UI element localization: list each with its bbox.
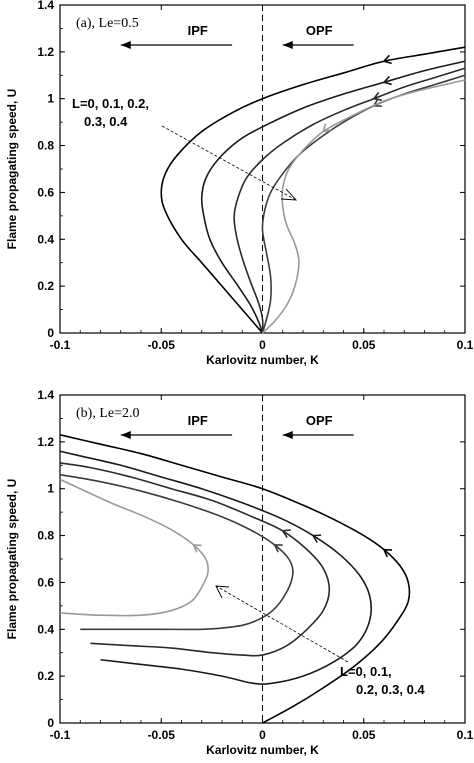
y-tick-label: 0.8 [37,139,54,153]
x-tick-label: -0.05 [148,728,176,742]
annotation-line-2: 0.2, 0.3, 0.4 [356,682,425,697]
y-tick-label: 0.6 [37,185,54,199]
x-tick-label: -0.05 [148,338,176,352]
y-tick-label: 0.6 [37,575,54,589]
series-line-3 [59,473,294,631]
series-line-1 [200,60,466,334]
series-direction-arrow-2 [281,529,291,538]
ipf-label: IPF [188,23,208,38]
series-direction-arrow-2 [372,91,382,101]
series-line-4 [59,478,209,617]
series-line-0 [160,46,466,334]
opf-arrow-head [282,41,293,49]
y-tick-label: 0.2 [37,279,54,293]
x-tick-label: 0 [259,338,266,352]
series-line-1 [59,450,373,685]
x-tick-label: 0.1 [457,728,474,742]
x-tick-label: 0.05 [352,728,376,742]
series-direction-arrow-1 [382,75,392,86]
y-tick-label: 0 [47,326,54,340]
x-tick-label: 0.1 [457,338,474,352]
y-tick-label: 0.8 [37,529,54,543]
panel-label: (b), Le=2.0 [76,406,140,421]
y-tick-label: 0.2 [37,669,54,683]
y-tick-label: 0 [47,716,54,730]
chart-panel-b: -0.1 -0.05 0 0.05 0.1 0 0.2 0.4 0.6 0.8 1 1.2 1.4 Kar… [5,388,474,757]
x-axis-label: Karlovitz number, K [206,743,319,757]
y-tick-label: 1.2 [37,45,54,59]
y-tick-label: 1.4 [37,388,54,402]
y-axis-label: Flame propagating speed, U [5,479,19,640]
ipf-arrow-head [120,431,131,439]
y-tick-label: 0.4 [37,622,54,636]
x-tick-label: -0.1 [50,728,71,742]
panel-label: (a), Le=0.5 [76,16,139,31]
series-line-2 [233,67,466,334]
x-tick-label: 0 [259,728,266,742]
y-tick-label: 1 [47,92,54,106]
x-axis-label: Karlovitz number, K [206,353,319,367]
y-tick-label: 1.2 [37,435,54,449]
series-direction-arrow-0 [382,548,393,558]
opf-label: OPF [306,23,333,38]
x-tick-label: -0.1 [50,338,71,352]
annotation-line-1: L=0, 0.1, [340,664,392,679]
series-line-2 [59,462,331,657]
y-axis-label: Flame propagating speed, U [5,89,19,250]
annotation-line-1: L=0, 0.1, 0.2, [72,96,149,111]
opf-arrow-head [282,431,293,439]
annotation-pointer [215,585,349,663]
annotation-pointer-head [280,188,298,201]
series-direction-arrow-1 [311,534,322,543]
series-direction-arrow-3 [273,544,283,553]
opf-label: OPF [306,413,333,428]
ipf-arrow-head [120,41,131,49]
y-tick-label: 1 [47,482,54,496]
chart-panel-a: -0.1 -0.05 0 0.05 0.1 0 0.2 0.4 0.6 0.8 1 1.2 1.4 Kar… [5,0,474,367]
ipf-label: IPF [188,413,208,428]
y-tick-label: 1.4 [37,0,54,12]
series-direction-arrow-0 [382,54,392,65]
annotation-line-2: 0.3, 0.4 [84,114,128,129]
annotation-pointer-head [215,585,230,599]
series-direction-arrow-4 [322,123,332,133]
x-tick-label: 0.05 [352,338,376,352]
series-direction-arrow-4 [192,544,202,553]
series-line-4 [261,79,466,334]
y-tick-label: 0.4 [37,232,54,246]
annotation-pointer [161,125,297,201]
